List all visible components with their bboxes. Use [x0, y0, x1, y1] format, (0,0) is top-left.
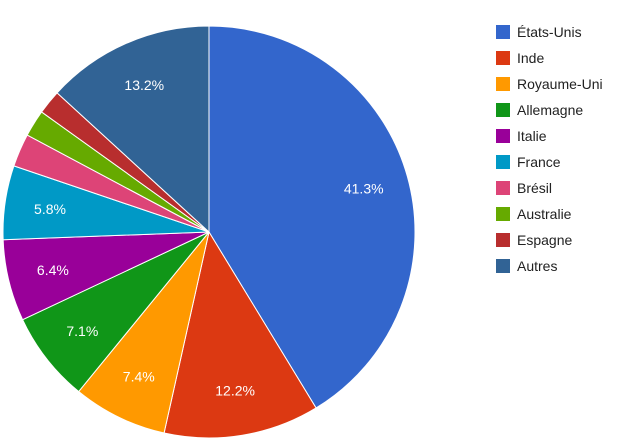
legend-swatch-bresil: [496, 181, 510, 195]
slice-label-allemagne: 7.1%: [66, 323, 98, 339]
legend-label-royaume-uni: Royaume-Uni: [517, 76, 603, 92]
slice-label-royaume-uni: 7.4%: [123, 369, 155, 385]
legend-label-inde: Inde: [517, 50, 544, 66]
slice-autres[interactable]: [56, 25, 210, 234]
legend-label-france: France: [517, 154, 561, 170]
slice-labels: 41.3% 12.2% 7.4% 7.1% 6.4% 5.8% 13.2%: [34, 77, 384, 399]
slice-label-autres: 13.2%: [124, 77, 164, 93]
legend-label-allemagne: Allemagne: [517, 102, 583, 118]
slice-label-inde: 12.2%: [215, 383, 255, 399]
legend-swatch-inde: [496, 51, 510, 65]
pie-slices: [2, 25, 416, 439]
slice-etats-unis[interactable]: [208, 25, 416, 409]
legend-label-etats-unis: États-Unis: [517, 24, 582, 40]
slice-label-france: 5.8%: [34, 201, 66, 217]
slice-label-etats-unis: 41.3%: [344, 181, 384, 197]
legend-label-bresil: Brésil: [517, 180, 552, 196]
legend-swatch-australie: [496, 207, 510, 221]
legend-swatch-royaume-uni: [496, 77, 510, 91]
legend-swatch-etats-unis: [496, 25, 510, 39]
legend-label-espagne: Espagne: [517, 232, 572, 248]
legend-swatch-allemagne: [496, 103, 510, 117]
legend-swatch-france: [496, 155, 510, 169]
legend-swatch-autres: [496, 259, 510, 273]
slice-inde[interactable]: [163, 230, 317, 439]
legend: États-Unis Inde Royaume-Uni Allemagne Italie…: [496, 24, 603, 274]
slice-label-italie: 6.4%: [37, 262, 69, 278]
legend-swatch-espagne: [496, 233, 510, 247]
slice-royaume-uni[interactable]: [77, 231, 210, 434]
legend-swatch-italie: [496, 129, 510, 143]
legend-label-australie: Australie: [517, 206, 572, 222]
legend-label-italie: Italie: [517, 128, 547, 144]
legend-label-autres: Autres: [517, 258, 557, 274]
